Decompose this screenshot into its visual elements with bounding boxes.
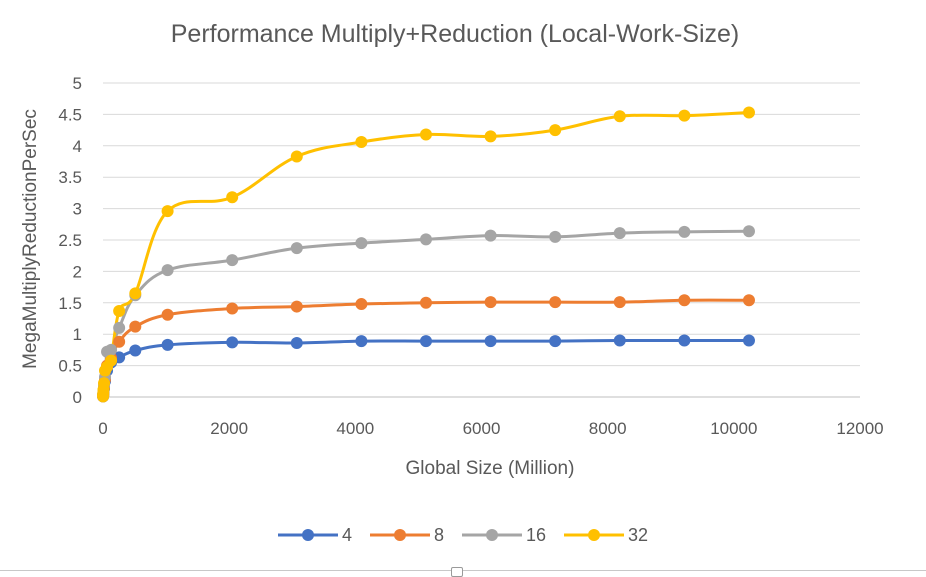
y-tick-label: 2.5 <box>58 231 82 250</box>
data-point-16 <box>613 227 626 240</box>
data-point-32 <box>105 354 118 367</box>
y-axis-label: MegaMultiplyReductionPerSec <box>20 109 41 369</box>
data-point-4 <box>419 335 432 348</box>
x-tick-label: 8000 <box>589 419 627 438</box>
data-point-4 <box>678 334 691 347</box>
y-tick-label: 0 <box>73 388 82 407</box>
data-point-16 <box>419 233 432 246</box>
data-point-8 <box>678 294 691 307</box>
data-point-4 <box>161 338 174 351</box>
legend-marker-4 <box>302 529 314 541</box>
data-point-4 <box>742 334 755 347</box>
data-point-8 <box>355 298 368 311</box>
data-point-4 <box>129 344 142 357</box>
legend-marker-8 <box>394 529 406 541</box>
data-point-32 <box>742 106 755 119</box>
y-tick-label: 4 <box>73 137 82 156</box>
x-tick-label: 2000 <box>210 419 248 438</box>
legend-marker-16 <box>486 529 498 541</box>
bottom-border <box>0 570 926 571</box>
data-point-32 <box>549 124 562 137</box>
data-point-4 <box>549 335 562 348</box>
series-markers <box>97 106 755 403</box>
data-point-8 <box>419 296 432 309</box>
data-point-8 <box>549 296 562 309</box>
x-tick-label: 4000 <box>336 419 374 438</box>
data-point-8 <box>226 302 239 315</box>
data-point-16 <box>742 225 755 238</box>
series-line-16 <box>101 229 751 398</box>
x-tick-label: 12000 <box>836 419 883 438</box>
data-point-16 <box>678 225 691 238</box>
chart-title: Performance Multiply+Reduction (Local-Wo… <box>171 20 740 48</box>
data-point-32 <box>290 150 303 163</box>
data-point-32 <box>226 191 239 204</box>
data-point-4 <box>290 336 303 349</box>
y-tick-labels: 0 0.5 1 1.5 2 2.5 3 3.5 4 4.5 5 <box>58 74 82 407</box>
x-tick-labels: 0 2000 4000 6000 8000 10000 12000 <box>98 419 883 438</box>
data-point-8 <box>129 320 142 333</box>
data-point-32 <box>484 130 497 143</box>
data-point-16 <box>484 229 497 242</box>
series-line-32 <box>101 111 751 398</box>
data-point-8 <box>161 308 174 321</box>
data-point-8 <box>742 294 755 307</box>
data-point-16 <box>355 237 368 250</box>
data-point-4 <box>226 336 239 349</box>
x-tick-label: 0 <box>98 419 107 438</box>
series-lines <box>101 111 751 398</box>
data-point-32 <box>161 205 174 218</box>
data-point-32 <box>98 377 111 390</box>
x-tick-label: 10000 <box>710 419 757 438</box>
data-point-16 <box>161 264 174 277</box>
y-tick-label: 1 <box>73 325 82 344</box>
data-point-16 <box>549 230 562 243</box>
data-point-32 <box>419 128 432 141</box>
data-point-16 <box>105 343 118 356</box>
data-point-32 <box>355 136 368 149</box>
data-point-4 <box>355 335 368 348</box>
data-point-8 <box>113 335 126 348</box>
y-tick-label: 4.5 <box>58 105 82 124</box>
y-tick-label: 1.5 <box>58 294 82 313</box>
data-point-32 <box>678 109 691 122</box>
data-point-16 <box>226 254 239 267</box>
y-tick-label: 0.5 <box>58 357 82 376</box>
data-point-32 <box>613 110 626 123</box>
y-tick-label: 3 <box>73 200 82 219</box>
series-line-8 <box>101 298 751 398</box>
gridlines <box>103 82 860 367</box>
legend: 4 8 16 32 <box>278 525 648 545</box>
data-point-8 <box>484 296 497 309</box>
x-axis-label: Global Size (Million) <box>406 458 575 479</box>
series-line-4 <box>101 338 751 398</box>
y-tick-label: 3.5 <box>58 168 82 187</box>
legend-label-32: 32 <box>628 525 648 545</box>
data-point-4 <box>613 334 626 347</box>
y-tick-label: 2 <box>73 262 82 281</box>
y-tick-label: 5 <box>73 74 82 93</box>
legend-marker-32 <box>588 529 600 541</box>
data-point-4 <box>484 335 497 348</box>
data-point-16 <box>113 321 126 334</box>
data-point-8 <box>613 296 626 309</box>
legend-label-16: 16 <box>526 525 546 545</box>
data-point-16 <box>290 242 303 255</box>
data-point-32 <box>113 304 126 317</box>
legend-label-8: 8 <box>434 525 444 545</box>
x-tick-label: 6000 <box>463 419 501 438</box>
data-point-8 <box>290 300 303 313</box>
legend-label-4: 4 <box>342 525 352 545</box>
data-point-32 <box>129 287 142 300</box>
